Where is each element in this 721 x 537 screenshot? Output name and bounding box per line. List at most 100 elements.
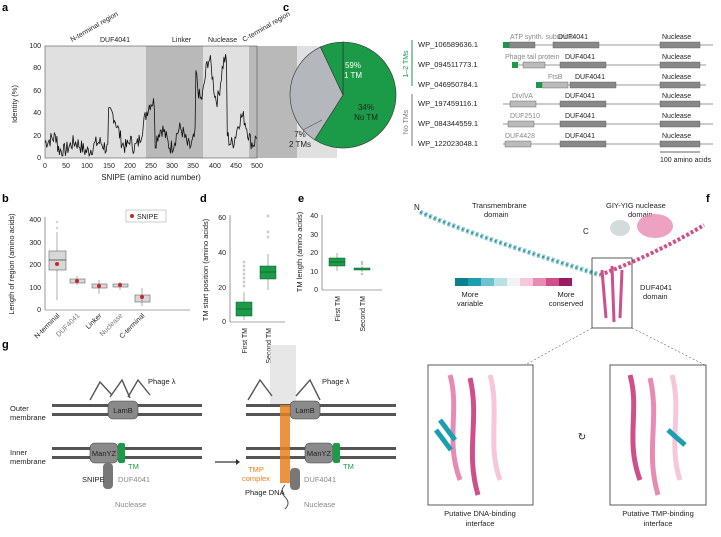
region-label-linker: Linker: [172, 37, 192, 44]
dom-label-0: ATP synth. subunit b: [510, 34, 574, 41]
f-c-terminus: C: [583, 227, 589, 236]
dom-label-3: Phage tail protein: [505, 54, 560, 61]
ytick-d-0: 0: [222, 319, 226, 326]
panel-a-chart: N-terminal region DUF4041 Linker Nucleas…: [10, 11, 337, 182]
g-outer-1: Outer: [10, 404, 29, 413]
dom-label-1: DUF4041: [558, 34, 588, 41]
panel-label-d: d: [200, 193, 207, 205]
rotate-icon: ↻: [578, 432, 586, 443]
scale-variable-1: More: [461, 290, 478, 299]
scale-swatch-6: [533, 278, 546, 286]
g-lamb-1: LamB: [113, 406, 133, 415]
f-nuc-domain-2: domain: [628, 210, 653, 219]
xtick-d-0: First TM: [242, 328, 249, 354]
scale-conserved-1: More: [557, 290, 574, 299]
scale-swatch-2: [481, 278, 494, 286]
xtick-a-9: 450: [230, 163, 242, 170]
conservation-scale: [455, 278, 572, 286]
group-label-notm: No TMs: [403, 109, 410, 134]
g-phage-1: Phage λ: [148, 377, 176, 386]
ytick-b-4: 400: [29, 217, 41, 224]
dom-label-10: DUF4041: [565, 93, 595, 100]
g-duf-1: DUF4041: [118, 475, 150, 484]
snipe-point-nterm: [55, 262, 59, 266]
dom-label-15: DUF4428: [505, 133, 535, 140]
dom-label-12: DUF2510: [510, 113, 540, 120]
panel-f-structure: N C Transmembrane domain GIY-YIG nucleas…: [414, 201, 707, 528]
scale-swatch-1: [468, 278, 481, 286]
xtick-a-0: 0: [43, 163, 47, 170]
g-nuclease-1: Nuclease: [115, 500, 146, 509]
pie-slice-1tm-arc: [314, 41, 397, 149]
ylabel-a: Identity (%): [10, 85, 19, 123]
ytick-d-3: 60: [218, 215, 226, 222]
scale-swatch-0: [455, 278, 468, 286]
nuclease-domain-blob-2: [610, 220, 630, 236]
dom-label-17: Nuclease: [662, 133, 691, 140]
ytick-a-5: 100: [29, 43, 41, 50]
dna-interface-2: interface: [466, 519, 495, 528]
scale-swatch-4: [507, 278, 520, 286]
ytick-a-2: 40: [33, 110, 41, 117]
panel-label-b: b: [2, 193, 9, 205]
f-n-terminus: N: [414, 203, 420, 212]
snipe-point-linker: [97, 284, 101, 288]
snipe-point-cterm: [140, 295, 144, 299]
g-phage-2: Phage λ: [322, 377, 350, 386]
dom-label-6: FtsB: [548, 74, 563, 81]
accession-5: WP_122023048.1: [418, 139, 478, 148]
phage-tail-right: [270, 345, 296, 405]
ylabel-b: Length of region (amino acids): [7, 213, 16, 315]
xtick-b-2: Linker: [85, 312, 104, 331]
tm-right: [333, 443, 340, 463]
ytick-e-4: 40: [310, 213, 318, 220]
scale-swatch-7: [546, 278, 559, 286]
dom-label-16: DUF4041: [565, 133, 595, 140]
lamb-left: [107, 400, 139, 420]
g-outer-2: membrane: [10, 413, 46, 422]
tmp-interface-1: Putative TMP-binding: [622, 509, 694, 518]
accession-4: WP_084344559.1: [418, 119, 478, 128]
scale-conserved-2: conserved: [549, 299, 584, 308]
xtick-a-2: 100: [81, 163, 93, 170]
duf-left: [103, 463, 113, 489]
xtick-e-1: Second TM: [360, 296, 367, 332]
region-bg-duf: [146, 46, 203, 158]
g-duf-2: DUF4041: [304, 475, 336, 484]
legend-b: [125, 209, 167, 223]
ytick-e-0: 0: [314, 287, 318, 294]
identity-line: [44, 53, 258, 158]
panel-d-chart: 0 20 40 60 TM start position (amino acid…: [201, 214, 285, 364]
plot-frame-a: [44, 45, 258, 159]
f-nuc-domain-1: GIY-YIG nuclease: [606, 201, 666, 210]
panel-e-chart: 0 10 20 30 40 TM length (amino acids) Fi…: [295, 211, 382, 332]
box-second-tm-d: [259, 265, 277, 280]
pie-label-notm-sub: No TM: [354, 113, 378, 122]
panel-label-e: e: [298, 193, 304, 205]
tmp-complex: [280, 405, 290, 483]
outer-membrane-right: [246, 404, 396, 416]
g-lamb-2: LamB: [295, 406, 315, 415]
g-inner-1: Inner: [10, 448, 28, 457]
g-snipe: SNIPE: [82, 475, 105, 484]
panel-label-c: c: [283, 2, 289, 14]
xtick-e-0: First TM: [335, 296, 342, 322]
accession-3: WP_197459116.1: [418, 99, 478, 108]
accession-2: WP_046950784.1: [418, 80, 478, 89]
dom-label-11: Nuclease: [662, 93, 691, 100]
ytick-a-1: 20: [33, 133, 41, 140]
phage-dna-strand: [281, 484, 289, 510]
panel-c-architectures: 1–2 TMs No TMs WP_106589636.1 WP_0945117…: [403, 34, 713, 164]
xtick-a-1: 50: [62, 163, 70, 170]
group-label-tm: 1–2 TMs: [403, 50, 410, 78]
scale-swatch-5: [520, 278, 533, 286]
snipe-point-duf: [75, 279, 79, 283]
tm-helix-accent: [419, 211, 601, 276]
g-inner-2: membrane: [10, 457, 46, 466]
g-tmp-1: TMP: [248, 465, 264, 474]
xtick-d-1: Second TM: [266, 328, 273, 364]
pie-label-notm: 34%: [358, 103, 374, 112]
panel-label-a: a: [2, 2, 9, 14]
dom-label-4: DUF4041: [565, 54, 595, 61]
